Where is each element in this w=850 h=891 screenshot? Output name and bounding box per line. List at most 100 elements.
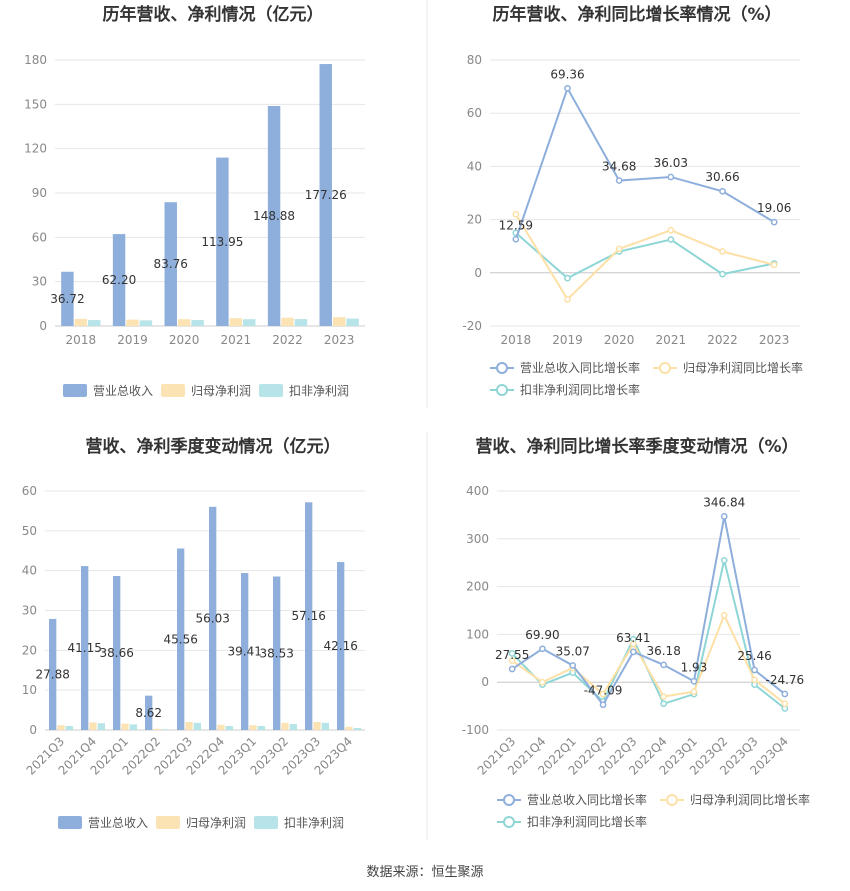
x-tick-label: 2022 <box>272 333 303 347</box>
legend-marker <box>666 794 678 806</box>
point-net-profit <box>599 690 607 698</box>
point-revenue <box>781 690 789 698</box>
data-source-note: 数据来源：恒生聚源 <box>366 865 483 880</box>
bar-data-label: 62.20 <box>102 273 136 287</box>
bar-net-profit <box>281 317 294 326</box>
bar-revenue <box>61 271 74 326</box>
x-tick-label: 2023 <box>759 333 790 347</box>
bar-net-profit <box>74 318 88 326</box>
point-net-profit <box>781 700 789 708</box>
legend-label: 归母净利润 <box>186 816 246 830</box>
line-data-label: 69.90 <box>525 628 559 642</box>
point-deducted-profit <box>667 236 675 243</box>
annual-growth-rate-chart: 历年营收、净利同比增长率情况（%） -20 0 20 40 60 80 2018 2019 202… <box>462 4 803 397</box>
point-deducted-profit <box>564 274 571 282</box>
point-net-profit <box>615 245 623 253</box>
bar-net-profit <box>249 725 257 730</box>
legend-swatch <box>161 384 185 397</box>
bar-deducted-profit <box>88 320 101 326</box>
bar-deducted-profit <box>257 726 265 730</box>
point-revenue <box>720 513 728 520</box>
x-tick-label: 2018 <box>66 333 97 347</box>
bar-data-label: 148.88 <box>253 209 295 223</box>
line-data-label: 30.66 <box>705 170 739 184</box>
point-revenue <box>660 661 668 669</box>
point-revenue <box>599 701 607 709</box>
legend-swatch <box>254 816 278 829</box>
point-net-profit <box>630 640 637 648</box>
y-tick-label: 100 <box>466 627 489 641</box>
line-deducted-profit <box>515 232 775 280</box>
bar-net-profit <box>229 318 243 326</box>
legend-swatch <box>58 816 82 829</box>
bar-revenue <box>112 234 126 326</box>
y-tick-label: 120 <box>24 142 47 156</box>
point-revenue <box>719 187 726 195</box>
legend-label: 营业总收入 <box>93 384 153 398</box>
x-tick-label: 2019 <box>117 333 148 347</box>
x-tick-label: 2020 <box>604 333 635 347</box>
x-tick-label: 2021 <box>656 333 687 347</box>
legend-swatch <box>156 816 180 829</box>
y-tick-label: 20 <box>467 213 482 227</box>
bar-deducted-profit <box>289 724 297 730</box>
line-data-label: 346.84 <box>703 495 745 509</box>
y-tick-label: 400 <box>466 484 489 498</box>
y-tick-label: 10 <box>22 683 37 697</box>
x-tick-label: 2019 <box>552 333 583 347</box>
point-net-profit <box>720 611 728 619</box>
legend-label: 营业总收入 <box>88 816 148 830</box>
bar-deducted-profit <box>346 318 359 326</box>
line-data-label: -47.09 <box>584 684 623 698</box>
bar-data-label: 56.03 <box>196 611 230 625</box>
bar-revenue <box>209 506 217 730</box>
y-tick-label: -20 <box>462 319 482 333</box>
bar-data-label: 8.62 <box>135 706 162 720</box>
x-tick-label: 2023 <box>324 333 355 347</box>
legend-label: 扣非净利润同比增长率 <box>520 382 640 397</box>
legend: 营业总收入 归母净利润 扣非净利润 <box>58 816 344 830</box>
legend-label: 扣非净利润 <box>284 816 344 830</box>
x-tick-label: 2022 <box>707 333 738 347</box>
point-deducted-profit <box>720 556 728 564</box>
point-revenue <box>512 235 520 243</box>
bar-deducted-profit <box>65 726 73 730</box>
y-tick-label: 300 <box>466 532 489 546</box>
point-revenue <box>667 173 675 181</box>
legend-marker <box>659 362 671 374</box>
point-revenue <box>751 666 758 674</box>
point-net-profit <box>512 210 520 218</box>
y-tick-label: 60 <box>32 230 47 244</box>
bar-deducted-profit <box>321 722 329 730</box>
bar-deducted-profit <box>193 722 201 730</box>
bar-revenue <box>267 105 281 327</box>
bar-revenue <box>305 502 313 730</box>
bar-net-profit <box>126 319 139 326</box>
y-tick-label: 60 <box>467 106 482 120</box>
bar-data-label: 27.88 <box>36 667 70 681</box>
line-data-label: 1.93 <box>681 660 708 674</box>
y-tick-label: 40 <box>22 564 37 578</box>
line-net-profit <box>511 612 786 705</box>
chart-title: 营收、净利季度变动情况（亿元） <box>86 436 341 457</box>
point-revenue <box>539 645 546 653</box>
point-revenue <box>630 648 637 656</box>
bar-revenue <box>177 548 185 730</box>
line-data-label: 12.59 <box>499 218 533 232</box>
y-tick-label: 90 <box>32 186 47 200</box>
point-net-profit <box>751 676 758 684</box>
bar-net-profit <box>177 319 191 326</box>
bar-revenue <box>273 576 281 730</box>
point-net-profit <box>719 248 726 255</box>
bar-data-label: 42.16 <box>324 639 358 653</box>
bar-net-profit <box>313 722 321 730</box>
point-net-profit <box>690 688 698 696</box>
legend-label: 扣非净利润同比增长率 <box>527 814 647 829</box>
bar-data-label: 38.53 <box>260 646 294 660</box>
line-revenue <box>514 85 775 240</box>
point-net-profit <box>770 261 778 269</box>
point-net-profit <box>660 693 668 700</box>
bar-net-profit <box>185 722 193 730</box>
